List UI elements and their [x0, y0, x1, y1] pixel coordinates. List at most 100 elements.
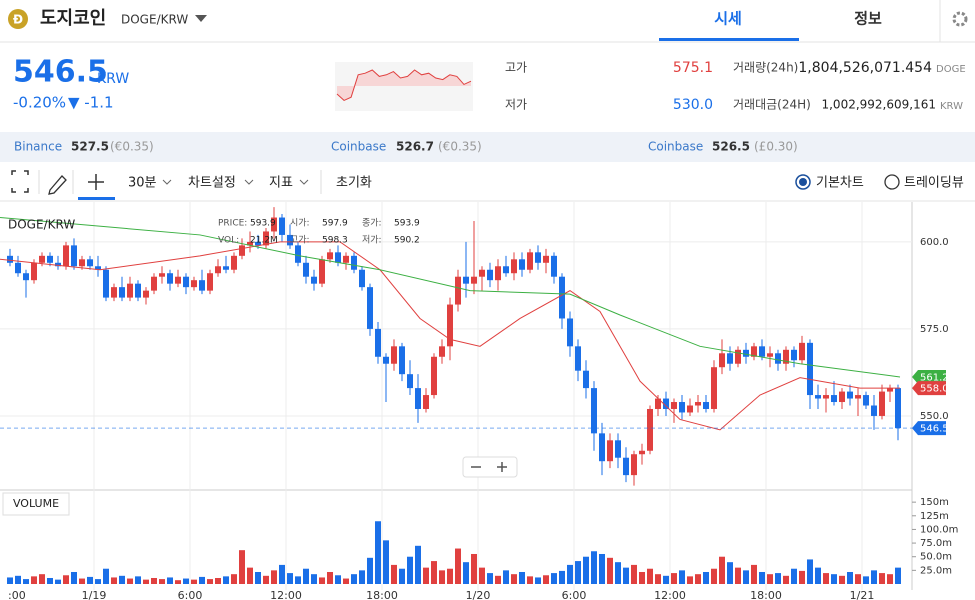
crosshair-icon[interactable] [88, 174, 104, 190]
candle-body [399, 346, 405, 375]
price-tag [912, 421, 946, 436]
zoom-buttons[interactable] [471, 462, 507, 472]
candle-body [775, 353, 781, 364]
volume-bar [399, 568, 405, 584]
info-value: 593.9 [250, 219, 276, 229]
volume-bar [871, 570, 877, 584]
info-label: 시가: [290, 218, 310, 229]
candle-body [823, 395, 829, 399]
candle-body [287, 234, 293, 246]
tab-active[interactable]: 시세 [714, 10, 742, 28]
sparkline-box [335, 62, 473, 111]
reset[interactable]: 초기화 [336, 176, 372, 191]
candle-body [183, 276, 189, 288]
candle-body [359, 269, 365, 288]
candle-body [631, 454, 637, 476]
candle-body [815, 395, 821, 399]
candle-body [199, 280, 205, 291]
volume-bar [735, 567, 741, 584]
volume-bar [495, 575, 501, 584]
volume-bar [215, 577, 221, 584]
radio-selected[interactable] [795, 174, 811, 190]
volume-bar [295, 576, 301, 584]
exchange-bar [0, 132, 975, 162]
volume-bar [183, 578, 189, 584]
candle-body [767, 353, 773, 357]
dropdown-caret[interactable] [195, 15, 207, 22]
pair[interactable]: DOGE/KRW [121, 13, 188, 27]
volume-bar [503, 570, 509, 584]
radio-label[interactable]: 기본차트 [816, 176, 864, 191]
candle-body [103, 269, 109, 298]
volume-bar [431, 561, 437, 584]
volume-bar [319, 577, 325, 584]
candle-body [375, 328, 381, 357]
indicator[interactable]: 지표 [269, 176, 293, 191]
volume-bar [455, 548, 461, 584]
candle-body [111, 287, 117, 298]
candle-body [231, 255, 237, 270]
candle-body [55, 262, 61, 267]
candle-body [15, 262, 21, 274]
volume-bar [487, 573, 493, 584]
candle-body [343, 255, 349, 263]
radio-label[interactable]: 트레이딩뷰 [904, 176, 964, 191]
volume-bar [7, 577, 13, 584]
volume-bar [791, 568, 797, 584]
tab[interactable]: 정보 [854, 10, 882, 28]
volume-bar [207, 579, 213, 584]
candle-body [407, 374, 413, 389]
exchange-price: 527.5 [71, 140, 109, 154]
volume-bar [519, 571, 525, 584]
candle-body [247, 241, 253, 246]
candle-body [447, 304, 453, 347]
stat-value: 530.0 [673, 97, 713, 113]
volume-bar [727, 562, 733, 584]
moving-average [0, 217, 901, 378]
x-tick-label: 18:00 [750, 589, 782, 600]
candle-body [335, 252, 341, 263]
candle-body [311, 276, 317, 284]
candle-body [127, 283, 133, 298]
candle-body [479, 269, 485, 277]
candle-body [295, 245, 301, 263]
volume-bar [119, 575, 125, 584]
candle-body [727, 353, 733, 364]
volume-bar [711, 568, 717, 584]
chart-settings[interactable]: 차트설정 [188, 176, 236, 191]
x-tick-label: 6:00 [178, 589, 203, 600]
stat-unit: DOGE [936, 64, 966, 75]
candle-body [615, 440, 621, 458]
volume-bar [31, 576, 37, 584]
volume-bar [383, 540, 389, 584]
volume-bar [847, 571, 853, 584]
candle-body [439, 346, 445, 357]
caret [244, 179, 254, 185]
x-tick-label: 1/21 [850, 589, 875, 600]
volume-bar [375, 521, 381, 584]
coin-icon-glyph: Ð [13, 13, 23, 27]
draw-icon[interactable] [48, 175, 67, 195]
candle-body [431, 356, 437, 396]
candle-body [719, 353, 725, 368]
volume-bar [583, 556, 589, 584]
change: ▼ -1.1 [68, 94, 114, 112]
candle-body [223, 266, 229, 270]
volume-bar [775, 573, 781, 584]
volume-bar [271, 570, 277, 584]
settings-gear[interactable] [952, 11, 968, 27]
candle-body [839, 391, 845, 403]
interval[interactable]: 30분 [128, 176, 157, 191]
volume-bar [567, 564, 573, 584]
volume-bar [447, 568, 453, 584]
fullscreen-icon[interactable] [11, 170, 29, 193]
candle-body [191, 280, 197, 288]
candle-body [143, 290, 149, 298]
candle-body [807, 342, 813, 396]
volume-bar [607, 557, 613, 584]
volume-bar [647, 568, 653, 584]
moving-average [0, 241, 900, 431]
radio[interactable] [884, 174, 900, 190]
x-tick-label: 12:00 [654, 589, 686, 600]
volume-bar [359, 570, 365, 584]
